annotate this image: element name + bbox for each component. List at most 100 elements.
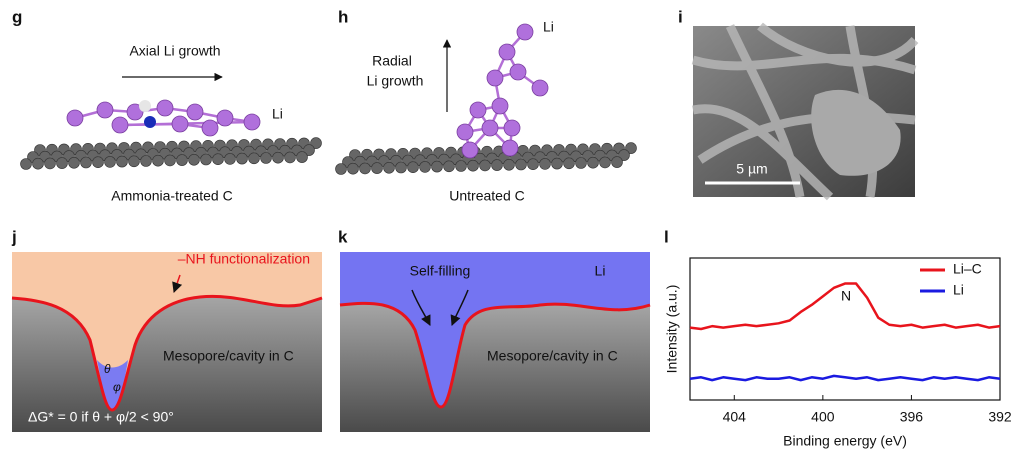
legend-label: Li: [953, 282, 964, 298]
carbon: [340, 303, 650, 432]
carbon-atom: [140, 155, 152, 167]
carbon-atom: [479, 159, 491, 172]
carbon-atom: [575, 157, 587, 169]
carbon-atom: [347, 162, 359, 175]
carbon-atom: [272, 151, 284, 164]
carbon-atom: [599, 156, 611, 169]
atom-label: Li: [272, 106, 283, 122]
carbon-atom: [527, 158, 539, 170]
n-atom: [144, 116, 156, 128]
legend-label: Li–C: [953, 261, 982, 277]
carbon-atom: [611, 156, 623, 168]
carbon-atom: [164, 154, 176, 167]
carbon-atom: [80, 156, 92, 169]
carbon-atom: [431, 160, 443, 173]
carbon-atom: [395, 161, 407, 174]
carbon-atom: [515, 158, 527, 171]
li-atom: [481, 119, 499, 137]
carbon-atom: [455, 160, 467, 172]
surface: [339, 301, 651, 409]
x-tick-label: 392: [988, 409, 1012, 425]
li-fill: [97, 360, 128, 410]
caption: Ammonia-treated C: [111, 188, 232, 204]
carbon-atom: [128, 155, 140, 168]
carbon-atom: [188, 154, 200, 166]
carbon-atom: [212, 153, 224, 165]
carbon-atom: [152, 154, 164, 167]
li-atom: [498, 43, 516, 61]
caption: Untreated C: [449, 188, 524, 204]
panel-letter: k: [338, 227, 348, 246]
arrow-label: Axial Li growth: [129, 43, 220, 59]
li-atom: [486, 69, 504, 87]
carbon-atom: [359, 162, 371, 175]
panel-h-atoms: [335, 23, 637, 175]
carbon-atom: [310, 137, 322, 149]
condition: ΔG* = 0 if θ + φ/2 < 90°: [28, 409, 174, 425]
fibers: [691, 22, 919, 201]
carbon-atom: [443, 160, 455, 173]
arrow: [450, 289, 469, 326]
fill-label: Li: [595, 263, 606, 279]
carbon-atom: [92, 156, 104, 168]
carbon-atom: [383, 162, 395, 174]
y-axis-label: Intensity (a.u.): [664, 285, 680, 374]
carbon-atom: [284, 151, 296, 164]
panel-letter: l: [664, 227, 669, 246]
carbon-atom: [551, 157, 563, 170]
region-label: Mesopore/cavity in C: [163, 348, 294, 364]
h-atom: [139, 100, 151, 112]
carbon-atom: [68, 157, 80, 169]
li-atom: [156, 99, 174, 117]
panel-letter: i: [678, 7, 683, 26]
atom-label: Li: [543, 19, 554, 35]
x-axis-label: Binding energy (eV): [783, 433, 907, 449]
series-line: [689, 374, 1001, 382]
annotation: N: [841, 288, 851, 304]
x-tick-label: 396: [900, 409, 924, 425]
carbon-atom: [303, 144, 315, 156]
carbon-atom: [44, 157, 56, 170]
carbon-atom: [200, 153, 212, 166]
carbon-atom: [625, 142, 637, 154]
carbon-atom: [503, 159, 515, 171]
carbon-atom: [116, 155, 128, 168]
li-atom: [456, 123, 474, 141]
arrow-label: Li growth: [367, 73, 424, 89]
li-atom: [461, 141, 479, 159]
plot-frame: [689, 257, 1001, 401]
panel-letter: j: [11, 227, 17, 246]
li-atom: [171, 115, 189, 133]
li-atom: [66, 109, 84, 127]
li-atom: [503, 119, 521, 137]
li-atom: [216, 109, 234, 127]
arrow-label: Self-filling: [410, 263, 471, 279]
carbon-atom: [371, 162, 383, 174]
carbon-atom: [176, 154, 188, 166]
carbon-atom: [248, 152, 260, 165]
carbon-atom: [296, 151, 308, 163]
panel-g-atoms: [20, 99, 322, 170]
angle: φ: [113, 380, 121, 394]
carbon-atom: [563, 157, 575, 170]
surface-label: –NH functionalization: [178, 251, 310, 267]
carbon-atom: [104, 156, 116, 168]
li-atom: [516, 23, 534, 41]
panel-letter: g: [12, 7, 22, 26]
carbon-atom: [419, 161, 431, 173]
carbon-atom: [467, 159, 479, 172]
carbon-atom: [335, 163, 347, 175]
carbon-atom: [236, 152, 248, 165]
li-atom: [96, 101, 114, 119]
angle: θ: [104, 362, 111, 376]
x-tick-label: 404: [723, 409, 747, 425]
li-atom: [491, 97, 509, 115]
arrow-label: Radial: [372, 53, 412, 69]
carbon: [12, 296, 322, 432]
carbon-atom: [20, 158, 32, 170]
li-deposit: [811, 89, 901, 176]
li-atom: [201, 119, 219, 137]
li-fill: [415, 325, 465, 407]
li-atom: [469, 101, 487, 119]
